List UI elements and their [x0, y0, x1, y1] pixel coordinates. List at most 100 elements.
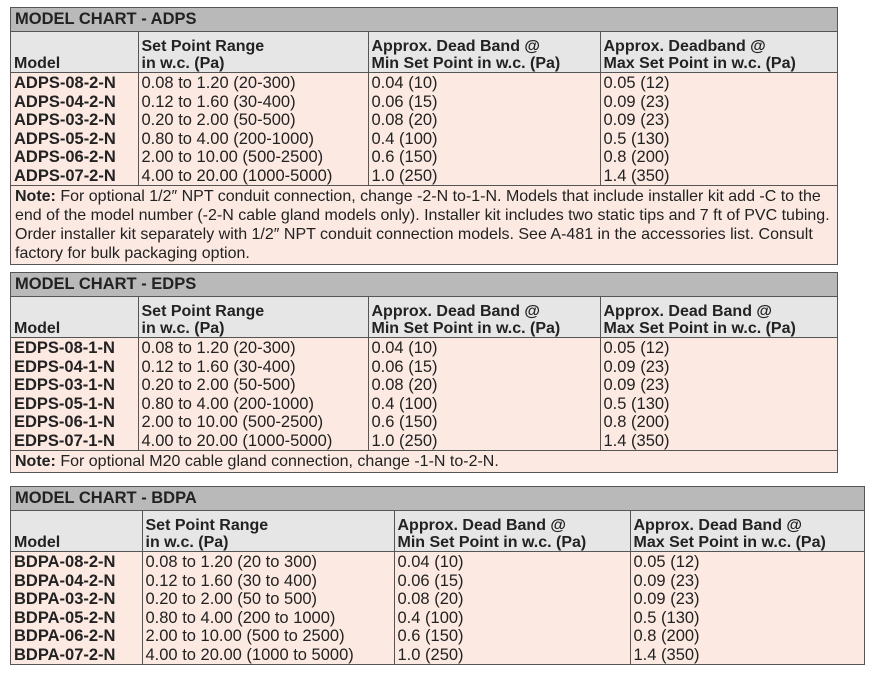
- model-cell: EDPS-03-1-N: [14, 376, 115, 394]
- set-point-range-cell: 4.00 to 20.00 (1000 to 5000): [141, 645, 394, 664]
- column-header: Set Point Range in w.c. (Pa): [137, 32, 368, 73]
- model-cell: ADPS-06-2-N: [14, 148, 116, 166]
- table-row: ADPS-08-2-N 0.08 to 1.20 (20-300) 0.04 (10…: [11, 72, 837, 93]
- table-row: EDPS-04-1-N 0.12 to 1.60 (30-400) 0.06 (15…: [11, 357, 837, 376]
- note: Note: For optional 1/2″ NPT conduit conn…: [11, 185, 837, 264]
- table-row: ADPS-07-2-N 4.00 to 20.00 (1000-5000) 1.0 …: [11, 166, 837, 185]
- model-cell: ADPS-05-2-N: [14, 129, 116, 148]
- min-dead-band-cell: 0.6 (150): [367, 148, 600, 167]
- model-cell: ADPS-03-2-N: [14, 111, 116, 129]
- max-dead-band-cell: 0.09 (23): [599, 92, 837, 111]
- header-row: Model Set Point Range in w.c. (Pa) Approx. …: [11, 32, 837, 73]
- max-dead-band-cell: 0.5 (130): [629, 608, 864, 627]
- table-row: EDPS-03-1-N 0.20 to 2.00 (50-500) 0.08 (20…: [11, 376, 837, 395]
- min-dead-band-cell: 0.06 (15): [367, 92, 600, 111]
- set-point-range-cell: 4.00 to 20.00 (1000-5000): [137, 431, 368, 450]
- model-table: Model Set Point Range in w.c. (Pa) Approx. …: [11, 297, 837, 450]
- model-chart-2: MODEL CHART - BDPA Model Set Point Range in…: [10, 486, 865, 665]
- table-row: ADPS-04-2-N 0.12 to 1.60 (30-400) 0.06 (15…: [11, 92, 837, 111]
- set-point-range-cell: 0.80 to 4.00 (200 to 1000): [141, 608, 394, 627]
- column-header: Approx. Dead Band @ Min Set Point in w.c.…: [367, 32, 600, 73]
- max-dead-band-cell: 0.09 (23): [599, 111, 837, 130]
- min-dead-band-cell: 0.4 (100): [367, 129, 600, 148]
- max-dead-band-cell: 1.4 (350): [599, 166, 837, 185]
- model-chart-1: MODEL CHART - EDPS Model Set Point Range in…: [10, 272, 838, 473]
- table-row: EDPS-08-1-N 0.08 to 1.20 (20-300) 0.04 (10…: [11, 337, 837, 358]
- column-header: Set Point Range in w.c. (Pa): [141, 511, 394, 552]
- min-dead-band-cell: 0.08 (20): [393, 590, 630, 609]
- model-cell: BDPA-07-2-N: [14, 645, 116, 664]
- max-dead-band-cell: 0.5 (130): [599, 394, 837, 413]
- min-dead-band-cell: 0.08 (20): [367, 111, 600, 130]
- set-point-range-cell: 0.80 to 4.00 (200-1000): [137, 394, 368, 413]
- table-row: BDPA-05-2-N 0.80 to 4.00 (200 to 1000) 0.4…: [11, 608, 864, 627]
- set-point-range-cell: 0.20 to 2.00 (50-500): [137, 376, 368, 395]
- note: Note: For optional M20 cable gland conne…: [11, 450, 837, 472]
- set-point-range-cell: 2.00 to 10.00 (500-2500): [137, 148, 368, 167]
- column-header: Model: [11, 32, 138, 73]
- column-header: Approx. Dead Band @ Max Set Point in w.c.…: [629, 511, 864, 552]
- max-dead-band-cell: 0.05 (12): [629, 551, 864, 572]
- set-point-range-cell: 2.00 to 10.00 (500 to 2500): [141, 627, 394, 646]
- model-cell: EDPS-04-1-N: [14, 357, 115, 376]
- model-cell: ADPS-07-2-N: [14, 166, 116, 185]
- model-table: Model Set Point Range in w.c. (Pa) Approx. …: [11, 32, 837, 185]
- max-dead-band-cell: 1.4 (350): [629, 645, 864, 664]
- table-row: BDPA-03-2-N 0.20 to 2.00 (50 to 500) 0.08 …: [11, 590, 864, 609]
- set-point-range-cell: 0.12 to 1.60 (30-400): [137, 357, 368, 376]
- max-dead-band-cell: 0.8 (200): [599, 148, 837, 167]
- min-dead-band-cell: 0.04 (10): [393, 551, 630, 572]
- column-header: Approx. Dead Band @ Max Set Point in w.c.…: [599, 297, 837, 338]
- model-cell: BDPA-04-2-N: [14, 571, 116, 590]
- table-row: BDPA-06-2-N 2.00 to 10.00 (500 to 2500) 0.…: [11, 627, 864, 646]
- max-dead-band-cell: 0.09 (23): [629, 571, 864, 590]
- max-dead-band-cell: 0.05 (12): [599, 337, 837, 358]
- max-dead-band-cell: 0.8 (200): [629, 627, 864, 646]
- column-header: Approx. Dead Band @ Min Set Point in w.c.…: [367, 297, 600, 338]
- table-row: BDPA-08-2-N 0.08 to 1.20 (20 to 300) 0.04 …: [11, 551, 864, 572]
- min-dead-band-cell: 1.0 (250): [367, 431, 600, 450]
- chart-title: MODEL CHART - BDPA: [11, 487, 864, 511]
- max-dead-band-cell: 0.09 (23): [629, 590, 864, 609]
- table-row: BDPA-07-2-N 4.00 to 20.00 (1000 to 5000) 1…: [11, 645, 864, 664]
- table-row: ADPS-03-2-N 0.20 to 2.00 (50-500) 0.08 (20…: [11, 111, 837, 130]
- chart-title: MODEL CHART - EDPS: [11, 273, 837, 297]
- min-dead-band-cell: 0.4 (100): [367, 394, 600, 413]
- min-dead-band-cell: 0.08 (20): [367, 376, 600, 395]
- table-row: EDPS-06-1-N 2.00 to 10.00 (500-2500) 0.6 (…: [11, 413, 837, 432]
- max-dead-band-cell: 0.09 (23): [599, 357, 837, 376]
- model-cell: ADPS-08-2-N: [14, 74, 116, 92]
- min-dead-band-cell: 0.04 (10): [367, 337, 600, 358]
- model-cell: EDPS-07-1-N: [14, 431, 115, 450]
- max-dead-band-cell: 1.4 (350): [599, 431, 837, 450]
- chart-title: MODEL CHART - ADPS: [11, 8, 837, 32]
- column-header: Approx. Deadband @ Max Set Point in w.c. …: [599, 32, 837, 73]
- column-header: Model: [11, 297, 138, 338]
- set-point-range-cell: 0.12 to 1.60 (30 to 400): [141, 571, 394, 590]
- model-cell: BDPA-08-2-N: [14, 553, 116, 571]
- min-dead-band-cell: 0.6 (150): [367, 413, 600, 432]
- min-dead-band-cell: 0.06 (15): [367, 357, 600, 376]
- model-cell: BDPA-03-2-N: [14, 590, 116, 608]
- set-point-range-cell: 0.08 to 1.20 (20-300): [137, 337, 368, 358]
- table-row: EDPS-05-1-N 0.80 to 4.00 (200-1000) 0.4 (1…: [11, 394, 837, 413]
- set-point-range-cell: 0.08 to 1.20 (20-300): [137, 72, 368, 93]
- model-cell: BDPA-05-2-N: [14, 608, 116, 627]
- table-row: EDPS-07-1-N 4.00 to 20.00 (1000-5000) 1.0 …: [11, 431, 837, 450]
- set-point-range-cell: 0.80 to 4.00 (200-1000): [137, 129, 368, 148]
- min-dead-band-cell: 0.4 (100): [393, 608, 630, 627]
- set-point-range-cell: 0.12 to 1.60 (30-400): [137, 92, 368, 111]
- max-dead-band-cell: 0.05 (12): [599, 72, 837, 93]
- set-point-range-cell: 0.08 to 1.20 (20 to 300): [141, 551, 394, 572]
- max-dead-band-cell: 0.8 (200): [599, 413, 837, 432]
- model-cell: EDPS-08-1-N: [14, 339, 115, 357]
- max-dead-band-cell: 0.5 (130): [599, 129, 837, 148]
- table-row: ADPS-06-2-N 2.00 to 10.00 (500-2500) 0.6 (…: [11, 148, 837, 167]
- set-point-range-cell: 2.00 to 10.00 (500-2500): [137, 413, 368, 432]
- min-dead-band-cell: 0.6 (150): [393, 627, 630, 646]
- table-row: ADPS-05-2-N 0.80 to 4.00 (200-1000) 0.4 (1…: [11, 129, 837, 148]
- model-cell: ADPS-04-2-N: [14, 92, 116, 111]
- set-point-range-cell: 4.00 to 20.00 (1000-5000): [137, 166, 368, 185]
- header-row: Model Set Point Range in w.c. (Pa) Approx. …: [11, 511, 864, 552]
- set-point-range-cell: 0.20 to 2.00 (50-500): [137, 111, 368, 130]
